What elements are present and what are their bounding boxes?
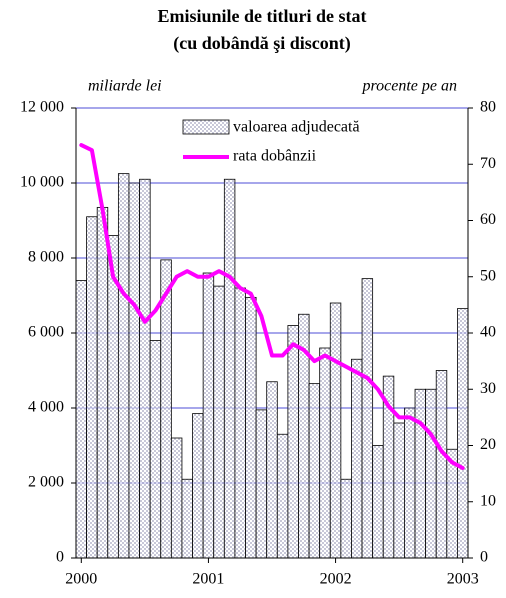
bar [117, 173, 130, 559]
bar [96, 206, 109, 559]
bar [435, 370, 448, 559]
bar [170, 437, 183, 559]
bar [255, 409, 268, 559]
bar [75, 280, 87, 559]
bar [414, 388, 427, 559]
bar [86, 216, 98, 559]
bar [223, 178, 236, 559]
y-tick-label: 6 000 [28, 324, 64, 341]
bar [329, 302, 342, 559]
x-tick-label: 2003 [447, 571, 479, 588]
bar [351, 358, 363, 559]
chart-title: Emisiunile de titluri de stat [157, 6, 366, 26]
legend-label: valoarea adjudecată [233, 119, 360, 136]
bar [319, 347, 331, 559]
y-tick-label: 10 000 [20, 174, 64, 191]
bar [160, 259, 172, 559]
bar [128, 182, 140, 559]
bar [372, 445, 384, 559]
legend-label: rata dobânzii [233, 148, 317, 165]
y2-tick-label: 70 [480, 155, 496, 172]
y2-tick-label: 20 [480, 436, 496, 453]
y2-tick-label: 80 [480, 99, 496, 116]
y2-tick-label: 10 [480, 492, 496, 509]
bar [192, 413, 204, 559]
y2-tick-label: 60 [480, 211, 496, 228]
y-tick-label: 0 [56, 549, 64, 566]
y-tick-label: 2 000 [28, 474, 64, 491]
bar [457, 308, 469, 559]
bar [234, 287, 246, 559]
rate-line [79, 143, 465, 470]
bar [361, 278, 374, 559]
y-tick-label: 4 000 [28, 399, 64, 416]
x-tick-label: 2002 [320, 571, 352, 588]
bar [287, 325, 299, 559]
x-tick-label: 2001 [192, 571, 224, 588]
bar [202, 272, 215, 559]
bar [276, 433, 289, 559]
chart-title: (cu dobândă şi discont) [173, 33, 351, 54]
bar [213, 285, 225, 559]
bar [181, 478, 193, 559]
y2-tick-label: 40 [480, 324, 496, 341]
x-tick-label: 2000 [65, 571, 97, 588]
bar [425, 388, 437, 559]
legend-swatch [182, 119, 230, 135]
bar [245, 296, 257, 559]
bar [149, 340, 162, 559]
y-tick-label: 12 000 [20, 99, 64, 116]
bar [308, 383, 321, 559]
bar [139, 178, 151, 559]
y-tick-label: 8 000 [28, 249, 64, 266]
y2-tick-label: 0 [480, 549, 488, 566]
bar [393, 422, 405, 559]
y2-tick-label: 30 [480, 380, 496, 397]
y2-axis-label: procente pe an [362, 78, 457, 95]
bar [340, 478, 352, 559]
y2-tick-label: 50 [480, 267, 496, 284]
y-axis-label: miliarde lei [88, 78, 162, 95]
